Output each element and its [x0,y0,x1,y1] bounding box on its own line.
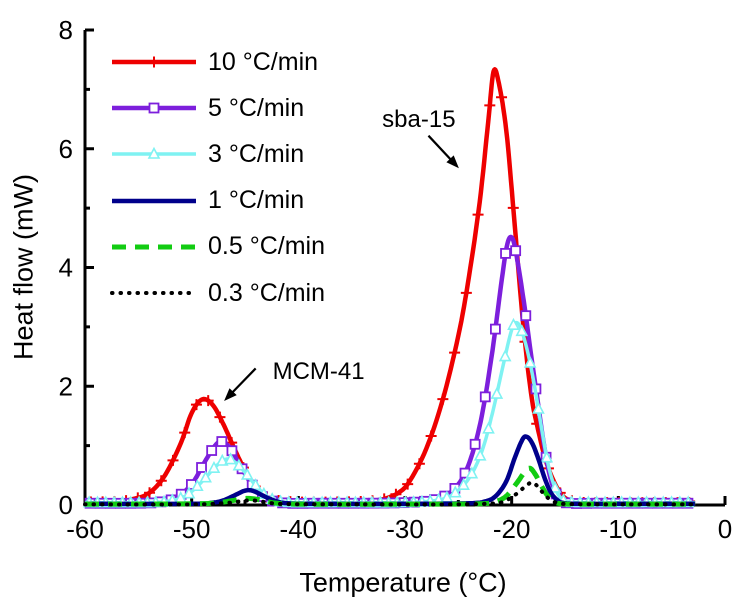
triangle-marker-icon [224,452,237,465]
legend-line-sample-icon [112,198,196,203]
plus-marker-icon [402,478,414,490]
triangle-marker-icon [232,458,246,471]
plus-marker-icon [460,287,472,299]
triangle-marker-icon [199,470,212,483]
legend-line-sample-icon [110,291,198,296]
legend-item-05cmin: 0.5 °C/min [110,224,325,270]
legend-label: 1 °C/min [208,186,305,215]
legend-line-sample-icon [112,147,196,160]
triangle-marker-icon [215,453,229,466]
annotation-label-mcm41: MCM-41 [272,358,365,385]
plus-marker-icon [214,411,226,423]
square-marker-icon [469,438,481,450]
triangle-marker-icon [207,460,221,473]
triangle-marker-icon [240,467,254,480]
legend-label: 5 °C/min [208,93,305,122]
legend-line-sample-icon [112,244,196,250]
legend-label: 0.5 °C/min [208,232,325,261]
triangle-marker-icon [490,386,504,399]
triangle-marker-icon [548,480,562,493]
annotation-label-sba15: sba-15 [382,106,456,134]
plus-marker-icon [190,399,202,411]
y-tick-label: 6 [59,134,73,164]
y-axis-label: Heat flow (mW) [8,173,39,361]
square-marker-icon [216,436,228,447]
triangle-marker-icon [507,317,520,330]
square-marker-icon [226,445,238,457]
triangle-marker-icon [249,478,262,491]
square-marker-icon [510,245,522,257]
plus-marker-icon [202,395,214,407]
triangle-marker-icon [182,486,196,499]
series-0.3-C-min [83,480,698,507]
triangle-marker-icon [515,324,529,337]
arrowhead-icon [446,155,459,169]
triangle-marker-icon [190,479,204,492]
legend-line-sample-icon [112,56,196,68]
series-3-C-min [82,317,696,508]
annotation-arrows [224,134,459,401]
triangle-marker-icon [532,401,545,414]
square-marker-icon [500,247,511,259]
legend-label: 3 °C/min [208,139,305,168]
legend-item-10cmin: 10 °C/min [110,39,325,85]
legend: 10 °C/min 5 °C/min 3 °C/min 1 °C/min 0.5… [110,39,325,316]
triangle-marker-icon [465,466,479,479]
plus-marker-icon [155,475,167,487]
arrowhead-icon [224,388,237,401]
triangle-marker-icon [448,485,462,498]
legend-item-3cmin: 3 °C/min [110,131,325,177]
series-curve [85,320,696,505]
plus-marker-icon [472,209,484,221]
legend-label: 10 °C/min [208,47,319,76]
series-0.5-C-min [85,465,696,507]
series-curve [83,480,698,507]
x-tick-label: -10 [600,514,638,544]
square-marker-icon [148,102,160,114]
y-tick-label: 2 [59,371,73,401]
plus-marker-icon [413,458,425,470]
plus-marker-icon [144,487,156,499]
plus-marker-icon [425,430,437,442]
x-tick-label: -60 [66,514,104,544]
triangle-marker-icon [498,349,512,362]
legend-label: 0.3 °C/min [208,278,325,307]
x-axis-label: Temperature (°C) [299,567,507,598]
x-tick-label: -40 [280,514,318,544]
y-tick-label: 8 [59,15,73,45]
legend-item-03cmin: 0.3 °C/min [110,270,325,316]
plus-marker-icon [449,347,461,359]
plus-marker-icon [148,56,160,68]
square-marker-icon [520,310,532,322]
legend-line-sample-icon [112,102,196,114]
x-tick-label: 0 [718,514,732,544]
square-marker-icon [196,462,207,473]
plus-marker-icon [507,202,519,214]
plus-marker-icon [484,99,496,111]
x-tick-label: -30 [386,514,424,544]
square-marker-icon [206,445,218,456]
triangle-marker-icon [147,147,161,160]
legend-item-5cmin: 5 °C/min [110,85,325,131]
plus-marker-icon [437,393,449,405]
legend-item-1cmin: 1 °C/min [110,178,325,224]
y-tick-label: 0 [59,490,73,520]
plus-marker-icon [179,427,191,439]
x-tick-label: -20 [493,514,531,544]
x-tick-label: -50 [173,514,211,544]
series-curve [85,465,696,507]
triangle-marker-icon [482,421,495,434]
triangle-marker-icon [473,448,487,461]
square-marker-icon [489,323,501,335]
tick-labels: 0 2 4 6 8 -60 -50 -40 -30 -20 -10 0 [59,15,733,544]
triangle-marker-icon [540,450,554,463]
y-tick-label: 4 [59,253,73,283]
triangle-marker-icon [523,355,537,368]
square-marker-icon [479,391,491,403]
triangle-marker-icon [457,477,470,490]
plus-marker-icon [167,454,179,466]
plus-marker-icon [496,91,508,103]
